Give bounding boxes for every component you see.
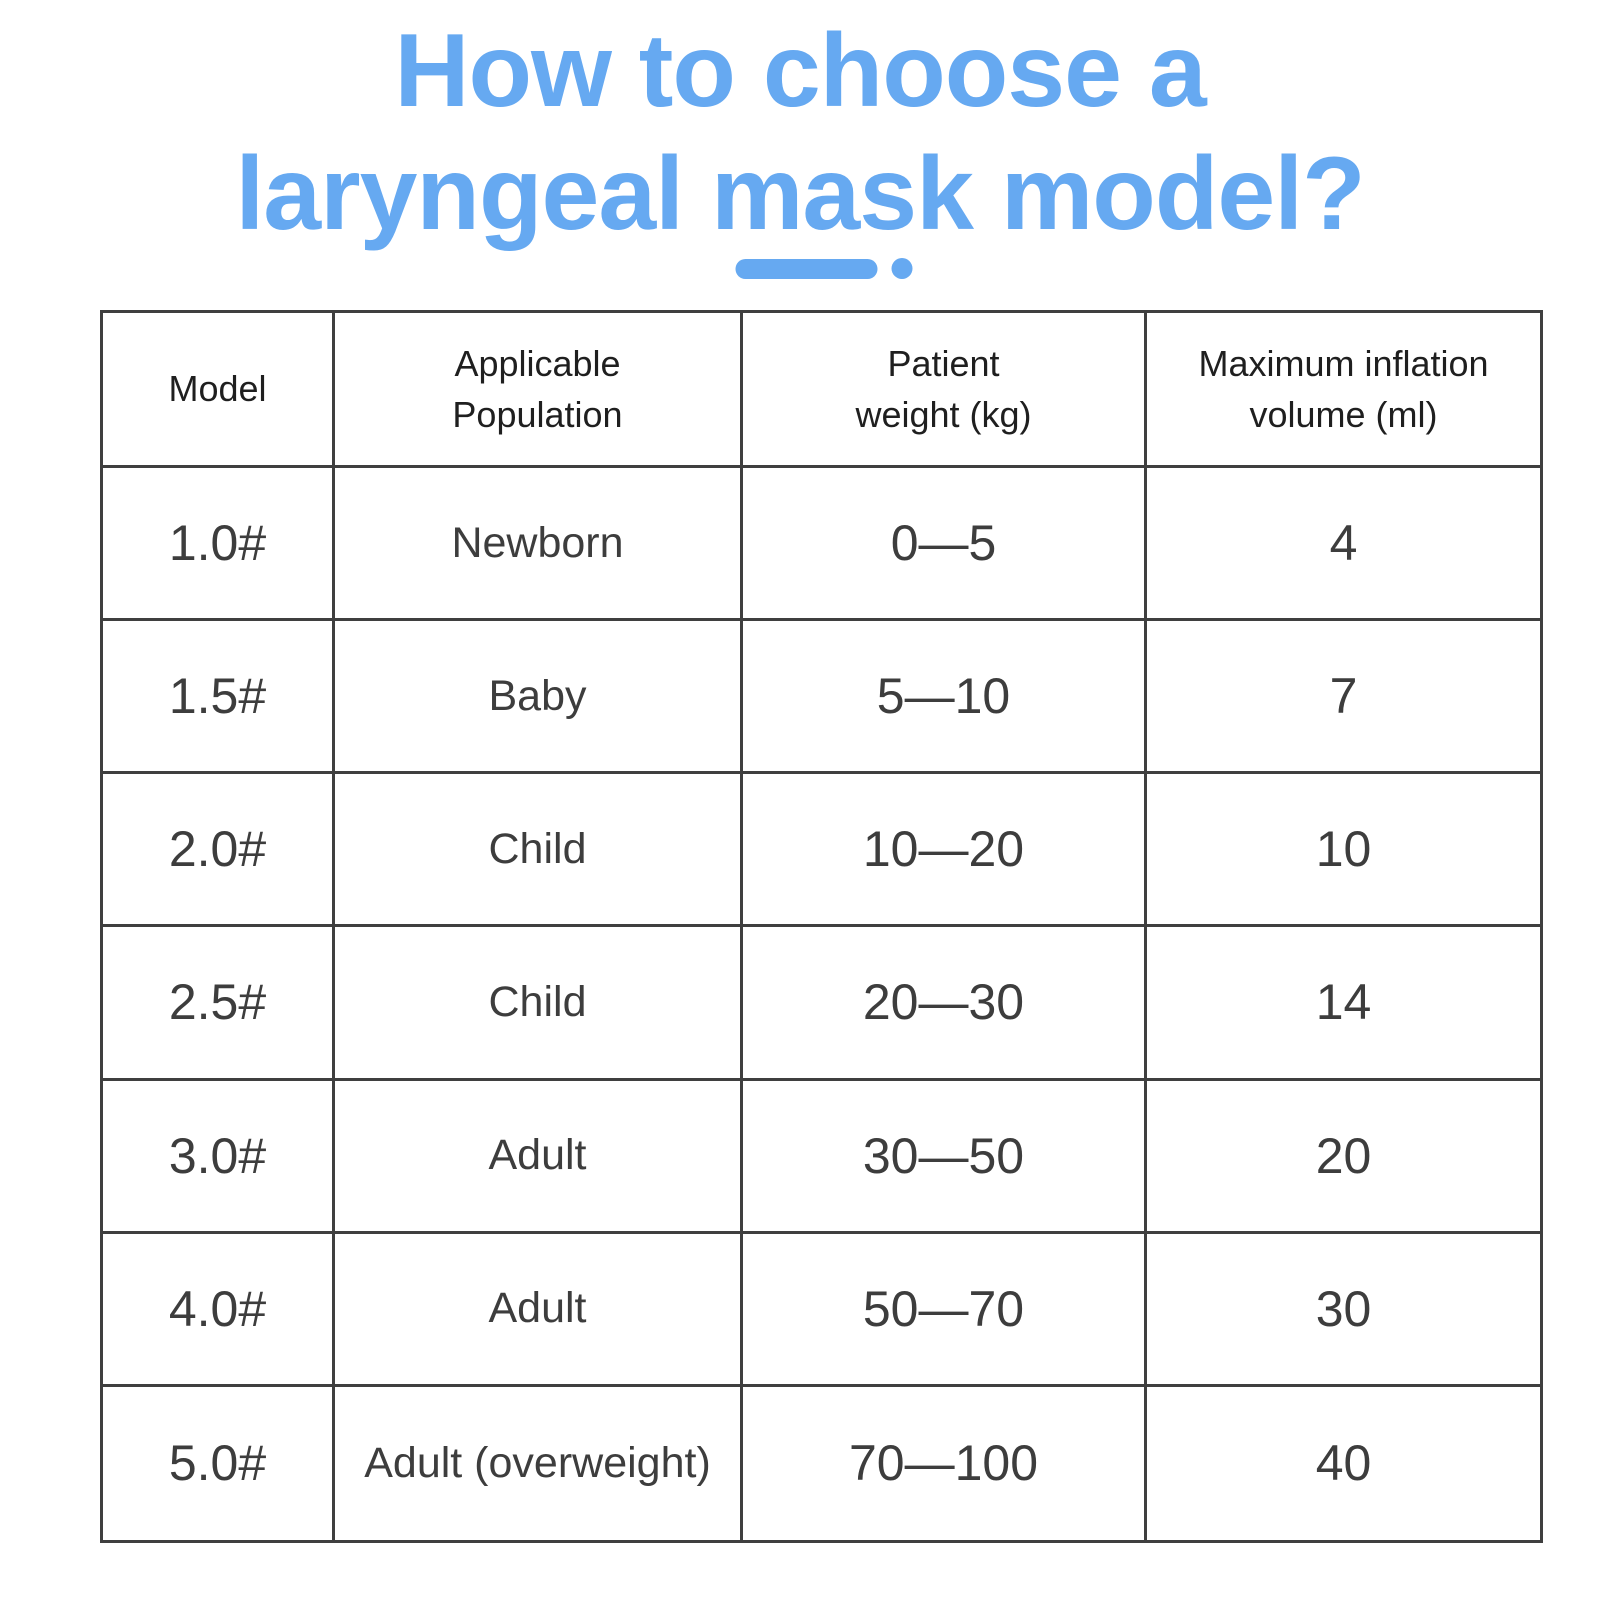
header-line: Patient: [887, 342, 1000, 384]
cell-model: 1.5#: [103, 621, 335, 775]
cell-weight: 0—5: [743, 468, 1147, 622]
cell-model: 2.5#: [103, 927, 335, 1081]
header-line: Model: [168, 368, 267, 410]
cell-volume: 30: [1147, 1234, 1540, 1387]
title-underline: [735, 258, 913, 279]
cell-weight: 50—70: [743, 1233, 1147, 1387]
cell-population: Baby: [335, 621, 743, 775]
cell-volume: 7: [1147, 621, 1540, 775]
cell-model: 1.0#: [103, 468, 335, 622]
column-header-applicable-population: Applicable Population: [335, 313, 743, 468]
header-line: volume (ml): [1249, 394, 1438, 435]
cell-model: 5.0#: [103, 1386, 335, 1540]
header-line: Maximum inflation: [1198, 342, 1489, 384]
underline-dash-icon: [735, 258, 878, 279]
cell-weight: 20—30: [743, 927, 1147, 1081]
page-title: How to choose a laryngeal mask model?: [0, 10, 1600, 255]
cell-weight: 30—50: [743, 1080, 1147, 1234]
cell-population: Child: [335, 774, 743, 928]
cell-population: Adult: [335, 1080, 743, 1234]
cell-population: Child: [335, 927, 743, 1081]
cell-weight: 10—20: [743, 774, 1147, 928]
cell-model: 3.0#: [103, 1080, 335, 1234]
cell-volume: 40: [1315, 1435, 1372, 1492]
cell-model: 2.0#: [103, 774, 335, 928]
cell-weight: 70—100: [743, 1386, 1147, 1540]
column-header-patient-weight: Patient weight (kg): [743, 313, 1147, 468]
cell-model: 4.0#: [103, 1233, 335, 1387]
cell-volume: 10: [1147, 774, 1540, 928]
header-line: Applicable: [454, 342, 621, 384]
page-title-line-2: laryngeal mask model?: [235, 135, 1365, 252]
cell-population: Adult (overweight): [335, 1386, 743, 1540]
cell-weight: 5—10: [743, 621, 1147, 775]
cell-population: Adult: [335, 1233, 743, 1387]
cell-volume: 14: [1147, 927, 1540, 1081]
laryngeal-mask-size-table: Model Applicable Population Patient weig…: [100, 310, 1543, 1543]
column-header-model: Model: [103, 313, 335, 468]
cell-population: Newborn: [335, 468, 743, 622]
cell-volume: 20: [1147, 1081, 1540, 1234]
column-header-max-inflation-volume: Maximum inflation volume (ml): [1147, 313, 1540, 468]
header-line: Population: [452, 394, 623, 435]
underline-dot-icon: [891, 258, 913, 279]
page-title-line-1: How to choose a: [394, 13, 1206, 129]
header-line: weight (kg): [855, 394, 1032, 435]
cell-volume: 4: [1147, 468, 1540, 622]
